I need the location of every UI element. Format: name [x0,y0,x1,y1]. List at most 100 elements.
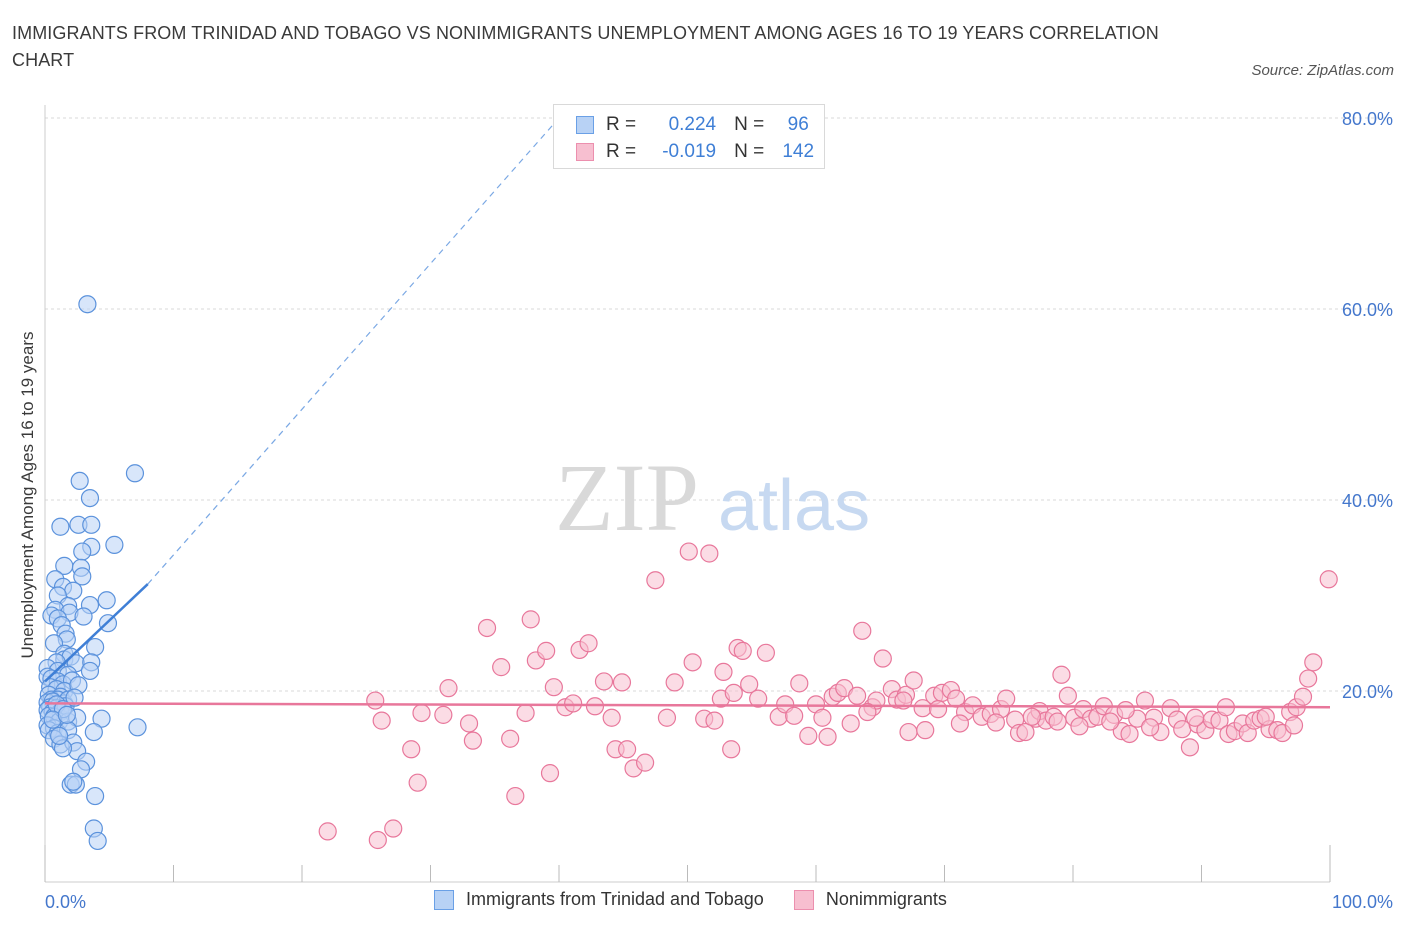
trend-lines [44,117,1331,709]
nonimmigrant-point [366,691,385,710]
nonimmigrant-point [679,542,698,561]
legend-item-immigrants: Immigrants from Trinidad and Tobago [434,889,764,910]
legend-n-value: 142 [782,141,815,162]
nonimmigrant-point [997,689,1016,708]
immigrant-point [50,726,69,745]
nonimmigrants-trend-line [44,702,1331,709]
nonimmigrant-point [818,727,837,746]
nonimmigrant-point [841,714,860,733]
nonimmigrant-point [1052,665,1071,684]
nonimmigrant-point [463,731,483,750]
immigrant-point [80,488,100,508]
nonimmigrant-point [1304,653,1323,672]
nonimmigrant-point [618,740,637,759]
nonimmigrant-point [602,708,621,727]
nonimmigrant-point [1180,738,1200,757]
nonimmigrant-point [858,702,877,722]
immigrant-point [51,517,70,536]
nonimmigrant-point [873,649,892,668]
nonimmigrant-point [412,703,431,723]
legend-label-immigrants: Immigrants from Trinidad and Tobago [466,889,764,909]
watermark-zip: ZIP [555,444,699,551]
nonimmigrant-point [516,703,535,723]
nonimmigrant-point [1135,691,1155,710]
nonimmigrant-point [899,722,918,742]
nonimmigrant-point [683,653,702,672]
immigrant-point [78,295,97,314]
immigrant-point [65,688,84,707]
chart-title: IMMIGRANTS FROM TRINIDAD AND TOBAGO VS N… [12,23,1159,70]
nonimmigrant-point [402,740,421,759]
nonimmigrant-point [1116,700,1135,720]
immigrant-point [80,661,100,681]
nonimmigrant-point [705,711,724,730]
nonimmigrant-point [459,714,479,733]
nonimmigrant-point [665,673,684,692]
legend-row-nonimmigrants: R = -0.019 N = 142 [576,140,818,164]
immigrant-point [86,786,105,806]
legend-n-value: 96 [787,114,809,135]
immigrant-point [74,607,93,626]
y-tick-label: 20.0% [1342,682,1393,702]
nonimmigrant-point [612,673,632,692]
immigrant-point [92,709,111,728]
legend-swatch-pink [793,889,814,910]
legend-row-immigrants: R = 0.224 N = 96 [576,113,818,137]
nonimmigrant-point [733,641,752,660]
nonimmigrant-point [1256,707,1275,726]
nonimmigrant-point [579,634,598,653]
nonimmigrant-point [848,686,867,705]
nonimmigrant-point [790,674,809,693]
nonimmigrant-point [318,822,337,841]
nonimmigrant-point [646,571,665,590]
nonimmigrant-point [1319,570,1338,589]
nonimmigrant-point [1185,708,1205,727]
nonimmigrant-point [564,694,583,713]
nonimmigrant-point [853,621,872,640]
nonimmigrant-point [799,726,818,745]
legend-swatch-blue [434,889,454,910]
nonimmigrant-point [785,706,804,725]
axes [44,105,1331,883]
nonimmigrant-point [408,773,427,792]
immigrant-point [57,705,76,724]
nonimmigrant-point [916,721,935,740]
legend-swatch-blue [576,116,594,134]
nonimmigrant-point [384,819,403,838]
immigrants-trend-line [44,583,149,683]
nonimmigrant-point [1070,717,1089,736]
legend-n-label: N = [734,114,765,135]
nonimmigrant-point [434,705,453,724]
legend-r-value: -0.019 [662,141,717,162]
nonimmigrant-point [372,711,391,730]
immigrant-point [64,772,83,791]
x-tick-label-max: 100.0% [1332,892,1393,912]
nonimmigrant-point [657,708,677,727]
immigrant-point [128,718,147,737]
nonimmigrant-point [521,610,540,629]
nonimmigrant-point [950,714,970,733]
immigrant-point [84,722,103,742]
nonimmigrant-point [506,786,525,806]
nonimmigrant-point [537,641,556,660]
correlation-legend: R = 0.224 N = 96 R = -0.019 N = 142 [553,104,825,169]
immigrant-point [64,581,83,600]
watermark: ZIP atlas [555,444,870,551]
immigrants-points [38,295,147,851]
nonimmigrant-point [724,683,743,703]
nonimmigrant-point [635,753,655,772]
legend-r-label: R = [606,114,637,135]
nonimmigrant-point [1022,707,1041,726]
nonimmigrant-point [756,643,775,662]
source-label: Source: ZipAtlas.com [1251,62,1394,79]
immigrant-point [82,515,101,534]
nonimmigrant-point [813,708,832,727]
nonimmigrant-point [1016,722,1035,742]
immigrant-point [88,831,107,851]
gridlines [45,117,1395,692]
nonimmigrant-point [740,675,759,694]
nonimmigrant-point [1101,712,1120,731]
nonimmigrant-point [904,671,923,690]
legend-item-nonimmigrants: Nonimmigrants [793,889,947,910]
nonimmigrant-point [501,729,520,748]
